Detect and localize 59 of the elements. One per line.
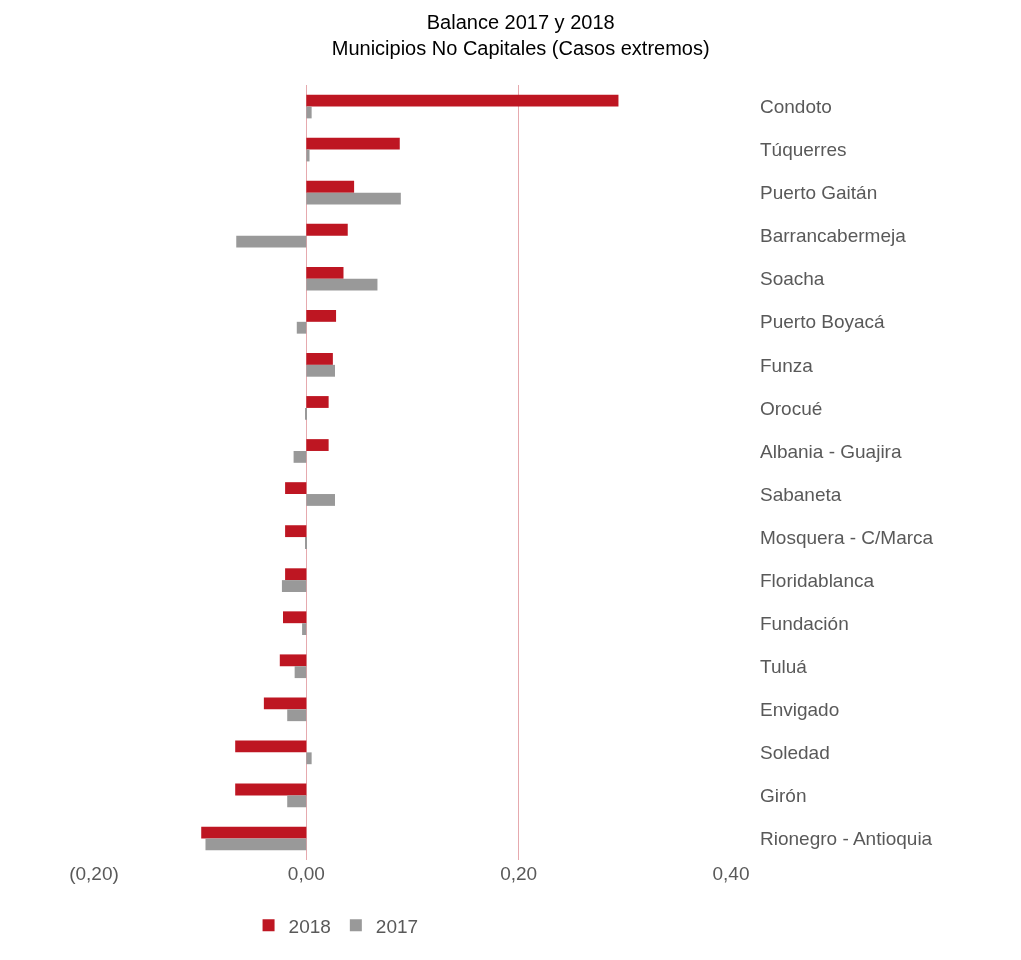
y-tick-label: Funza — [760, 354, 814, 376]
legend-label: 2018 — [288, 915, 331, 937]
bar — [285, 482, 307, 495]
x-tick-label: 0,40 — [712, 863, 750, 884]
y-tick-label: Puerto Gaitán — [760, 182, 878, 204]
bar — [263, 697, 307, 710]
bar — [306, 309, 337, 322]
bar — [285, 568, 307, 581]
y-tick-label: Soledad — [760, 742, 830, 764]
bar — [287, 709, 307, 722]
bar — [306, 192, 401, 205]
bar — [201, 826, 307, 839]
bar — [306, 278, 378, 291]
bar — [293, 450, 307, 463]
y-tick-label: Albania - Guajira — [760, 440, 902, 462]
bar — [296, 321, 307, 334]
bar — [282, 611, 307, 624]
y-tick-label: Girón — [760, 785, 807, 807]
y-tick-label: Tuluá — [760, 655, 808, 677]
bar — [281, 580, 307, 592]
y-tick-label: Rionegro - Antioquia — [760, 828, 933, 850]
y-tick-label: Túquerres — [760, 139, 847, 161]
bar — [294, 666, 307, 679]
bar — [306, 137, 400, 150]
y-tick-label: Fundación — [760, 612, 849, 634]
y-tick-label: Orocué — [760, 397, 823, 419]
bar — [306, 364, 335, 377]
x-tick-label: 0,20 — [500, 863, 538, 884]
bar — [306, 353, 333, 365]
bar — [306, 106, 312, 119]
bar — [205, 838, 307, 851]
bar — [306, 439, 329, 451]
bar — [306, 396, 329, 408]
chart-title: Balance 2017 y 2018 Municipios No Capitales (Casos extremos) — [331, 10, 710, 59]
y-tick-label: Mosquera - C/Marca — [760, 526, 934, 548]
x-tick-label: (0,20) — [69, 863, 119, 884]
bar — [306, 752, 312, 765]
bar — [235, 740, 307, 753]
bar — [306, 223, 348, 236]
bar — [306, 149, 310, 162]
y-tick-label: Condoto — [760, 96, 832, 118]
bar — [306, 94, 619, 107]
y-tick-label: Soacha — [760, 268, 825, 290]
y-tick-label: Floridablanca — [760, 569, 875, 591]
y-tick-label: Sabaneta — [760, 483, 842, 505]
x-tick-label: 0,00 — [287, 863, 325, 884]
bar — [287, 795, 307, 808]
bar — [285, 525, 307, 538]
y-tick-label: Puerto Boyacá — [760, 311, 886, 333]
bar — [236, 235, 307, 248]
bar — [302, 623, 307, 636]
bar — [306, 494, 335, 506]
bar — [306, 266, 344, 279]
bar — [235, 783, 307, 796]
y-tick-label: Barrancabermeja — [760, 225, 907, 247]
y-tick-label: Envigado — [760, 698, 840, 720]
legend-label: 2017 — [375, 915, 419, 937]
bar — [279, 654, 307, 667]
bar — [306, 180, 355, 193]
